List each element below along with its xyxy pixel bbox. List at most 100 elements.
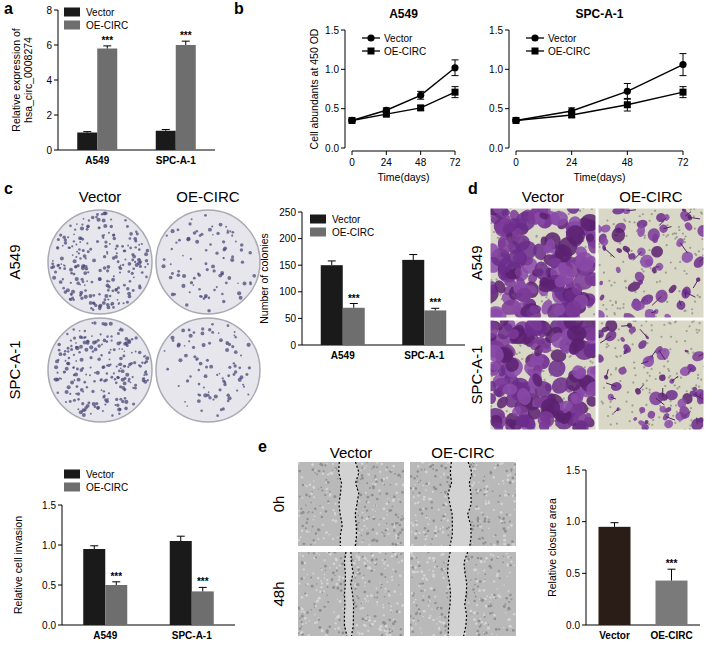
- cell-process: [614, 409, 618, 412]
- cell: [548, 257, 562, 267]
- cell: [645, 259, 653, 266]
- colony: [104, 294, 108, 298]
- pore: [629, 221, 631, 223]
- colony: [247, 393, 249, 395]
- pore: [545, 296, 547, 298]
- pore: [622, 261, 624, 263]
- colony: [252, 274, 256, 278]
- pore: [676, 341, 678, 343]
- y-axis-label-line: hsa_circ_0008274: [22, 37, 34, 123]
- cell: [598, 353, 605, 364]
- colony: [124, 407, 128, 411]
- significance: ***: [348, 293, 360, 304]
- y-tick: [58, 505, 62, 506]
- colony: [96, 371, 100, 375]
- colony: [103, 380, 106, 383]
- colony: [135, 246, 137, 248]
- y-tick: [298, 265, 302, 266]
- colony: [81, 223, 83, 225]
- pore: [632, 381, 634, 383]
- x-tick-label: 24: [381, 157, 393, 168]
- colony: [86, 225, 89, 228]
- pore: [658, 416, 660, 418]
- y-tick: [582, 573, 586, 574]
- cell-process: [638, 385, 644, 392]
- title: SPC-A-1: [575, 7, 623, 21]
- transwell-image: [598, 208, 704, 318]
- pore: [698, 386, 700, 388]
- colony: [56, 378, 60, 382]
- pore: [674, 422, 676, 424]
- colony: [248, 251, 251, 254]
- pore: [615, 368, 617, 370]
- pore: [646, 380, 648, 382]
- colony: [81, 238, 84, 241]
- cell-process: [698, 352, 704, 356]
- error-cap: [611, 522, 619, 523]
- cell: [551, 302, 567, 318]
- colony: [193, 355, 196, 358]
- colony: [75, 243, 77, 245]
- colony: [128, 262, 132, 266]
- pore: [651, 324, 653, 326]
- colony: [75, 346, 79, 350]
- cell-process: [700, 394, 701, 396]
- colony: [66, 333, 69, 336]
- y-tick-label: 1.0: [566, 516, 580, 527]
- pore: [665, 235, 667, 237]
- colony: [106, 335, 109, 338]
- colony: [188, 222, 191, 225]
- colony: [114, 288, 117, 291]
- cell: [548, 374, 572, 397]
- colony: [59, 233, 62, 236]
- error-bar: [112, 582, 120, 585]
- colony: [225, 282, 228, 285]
- colony: [119, 267, 122, 270]
- colony: [136, 233, 139, 236]
- colony: [91, 281, 94, 284]
- colony: [83, 271, 87, 275]
- cell-process: [651, 312, 656, 313]
- colony: [110, 225, 113, 228]
- colony: [144, 266, 146, 268]
- colony: [145, 356, 149, 360]
- colony: [126, 287, 129, 290]
- colony: [208, 228, 212, 232]
- marker: [679, 61, 686, 68]
- pore: [644, 237, 646, 239]
- pore: [678, 386, 680, 388]
- pore: [690, 419, 692, 421]
- colony: [123, 365, 126, 368]
- cell: [611, 227, 626, 244]
- plot-marks: [77, 41, 196, 150]
- colony: [58, 349, 61, 352]
- legend-label: OE-CIRC: [332, 227, 374, 238]
- colony: [102, 395, 105, 398]
- pore: [495, 278, 497, 280]
- colony: [222, 248, 225, 251]
- error-cap: [452, 86, 459, 87]
- legend-label: OE-CIRC: [86, 482, 128, 493]
- colony: [127, 292, 131, 296]
- colony: [182, 274, 186, 278]
- colony-plate: [48, 318, 152, 422]
- colony: [240, 248, 243, 251]
- cell: [525, 320, 545, 333]
- y-axis-label-line: Relative closure area: [546, 498, 558, 597]
- pore: [674, 384, 676, 386]
- y-axis-label: Relative expression ofhsa_circ_0008274: [10, 28, 34, 131]
- colony: [87, 271, 89, 273]
- cell: [627, 252, 636, 261]
- colony: [57, 343, 61, 347]
- x-tick: [683, 151, 684, 155]
- colony: [90, 413, 92, 415]
- cell: [653, 308, 659, 315]
- colony: [236, 389, 238, 391]
- series-line: [516, 92, 683, 120]
- colony: [106, 269, 109, 272]
- pore: [601, 322, 603, 324]
- colony: [208, 391, 210, 393]
- colony: [238, 367, 241, 370]
- colony: [131, 338, 134, 341]
- pore: [625, 287, 627, 289]
